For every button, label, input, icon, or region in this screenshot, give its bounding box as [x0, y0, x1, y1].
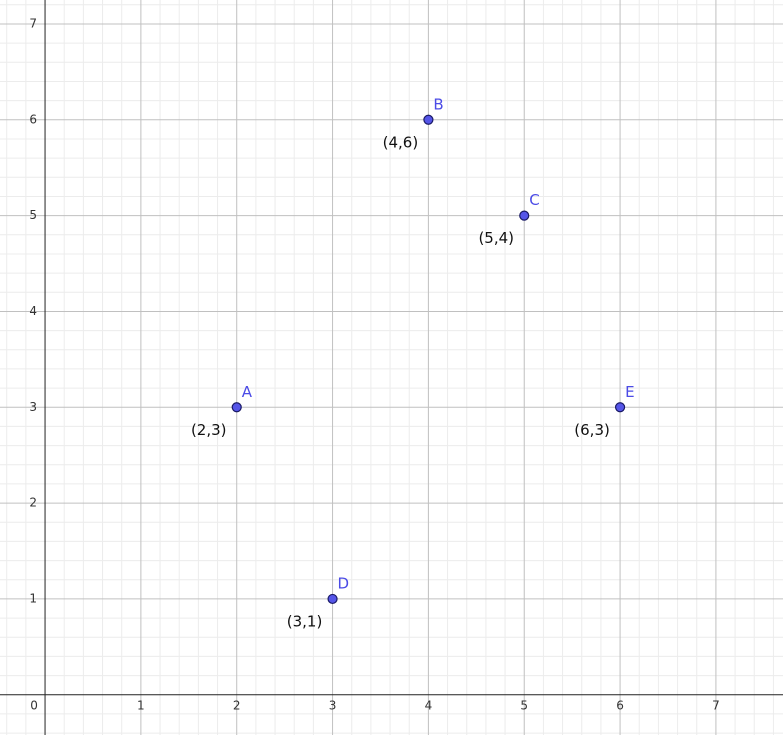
- x-tick-label: 0: [30, 698, 38, 712]
- point-label: (3,1): [287, 612, 323, 630]
- y-tick-label: 5: [29, 208, 37, 222]
- point: [614, 402, 626, 413]
- x-tick-label: 2: [233, 698, 241, 712]
- y-tick-label: 1: [29, 591, 37, 605]
- x-tick-label: 5: [520, 698, 528, 712]
- point-name: D: [338, 574, 350, 592]
- point-label: (4,6): [383, 133, 419, 151]
- point: [327, 593, 338, 605]
- point-label: (5,4): [478, 229, 514, 247]
- point-label: (6,3): [574, 421, 610, 439]
- point: [231, 402, 242, 413]
- y-tick-label: 4: [29, 304, 37, 318]
- point-name: E: [625, 383, 634, 401]
- y-tick-label: 2: [29, 496, 37, 510]
- y-tick-label: 3: [29, 400, 37, 414]
- x-tick-label: 1: [137, 698, 145, 712]
- point-label: (2,3): [191, 421, 227, 439]
- y-tick-label: 6: [29, 112, 37, 126]
- x-tick-label: 7: [712, 698, 720, 712]
- point: [423, 114, 434, 125]
- point-name: A: [242, 383, 253, 401]
- point-name: C: [529, 191, 539, 209]
- y-tick-label: 7: [29, 16, 37, 30]
- x-tick-label: 4: [425, 698, 433, 712]
- x-tick-label: 6: [616, 698, 624, 712]
- point-name: B: [433, 95, 443, 113]
- point: [519, 210, 530, 221]
- x-tick-label: 3: [329, 698, 337, 712]
